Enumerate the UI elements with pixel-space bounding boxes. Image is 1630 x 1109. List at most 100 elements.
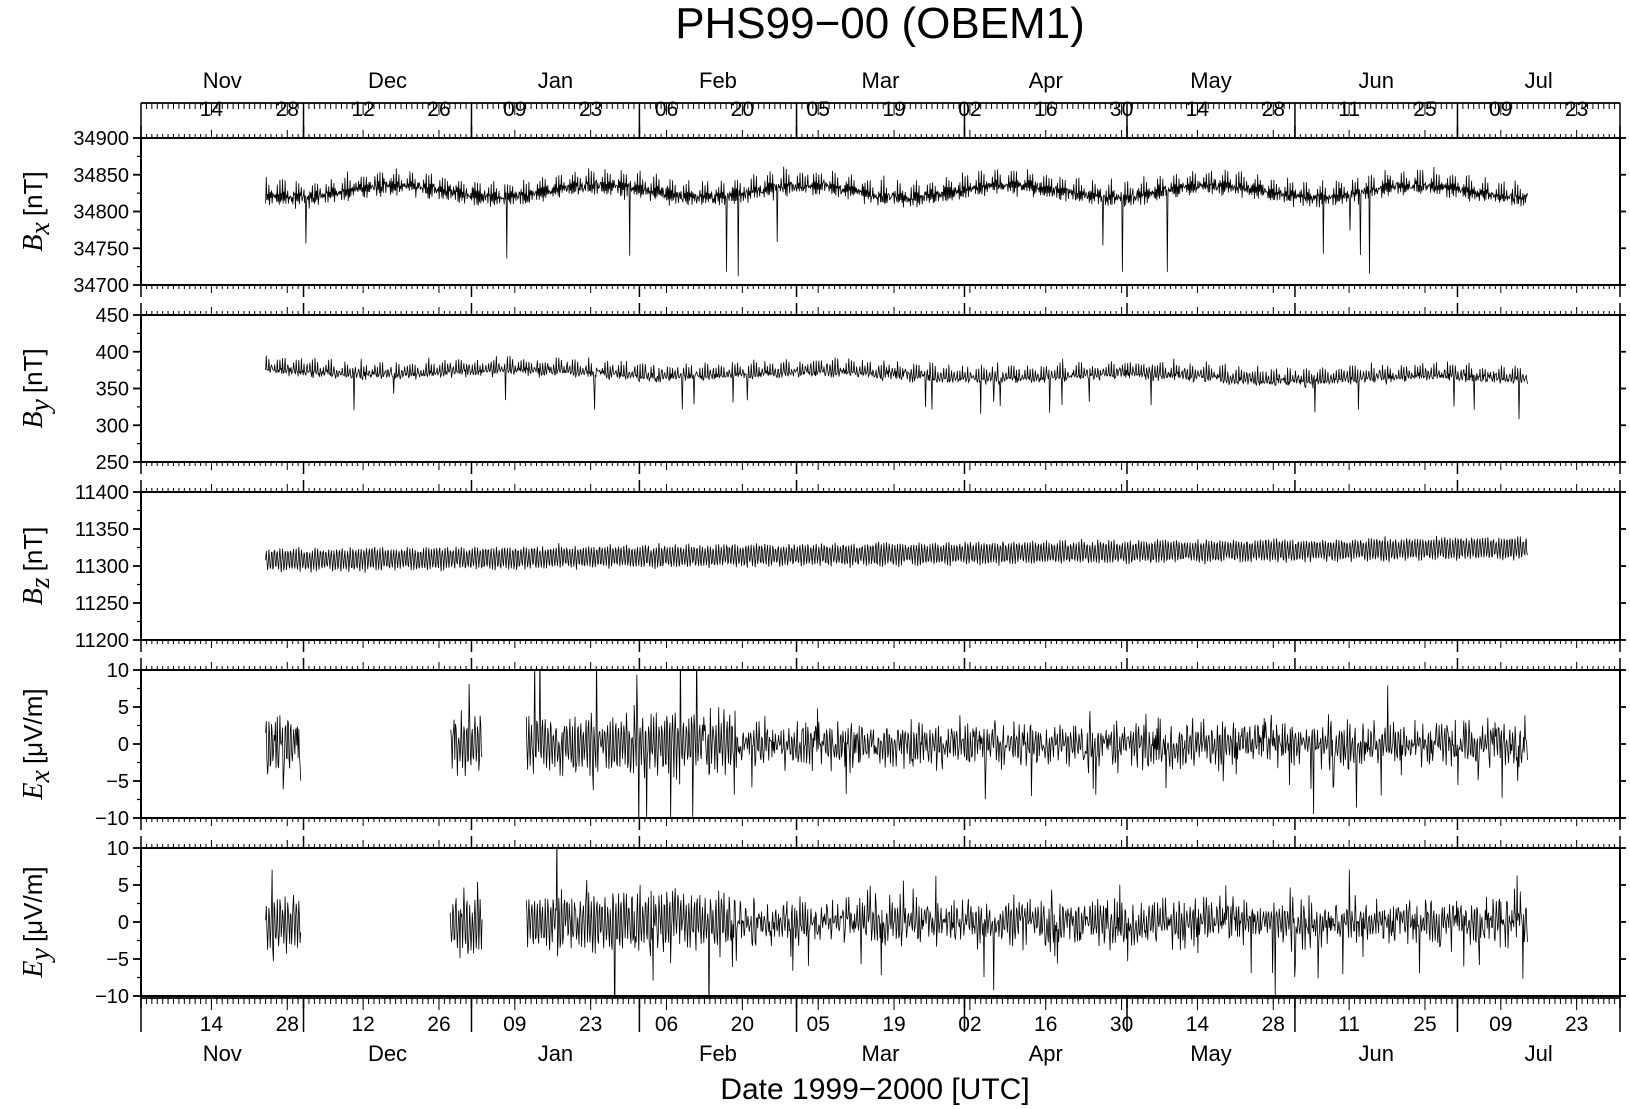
- y-axis-label: Bx [nT]: [18, 171, 56, 251]
- panel-frame: [140, 314, 1621, 463]
- panel-By: 250 300 350 400 450 By [nT]: [18, 303, 1626, 474]
- bottom-date-axis: 14 28 12 26 09 23 06 20 05 19 02 16 30 14 28 11 25 09 23 No…: [140, 997, 1621, 1066]
- panel-frame: [140, 137, 1621, 286]
- month-label: Feb: [699, 68, 737, 93]
- series-line-By: [265, 355, 1528, 420]
- y-tick-label: 34850: [73, 165, 129, 187]
- day-tick-label: 28: [276, 98, 299, 121]
- y-tick-label: 0: [118, 734, 129, 756]
- y-tick-label: 0: [118, 912, 129, 934]
- y-axis-label-unit: [nT]: [18, 348, 48, 393]
- day-tick-label: 25: [1413, 98, 1436, 121]
- day-tick-label: 30: [1110, 98, 1133, 121]
- y-axis-label-symbol: B: [18, 412, 49, 429]
- month-label: Apr: [1029, 68, 1063, 93]
- series-line-Ey: [265, 848, 1528, 996]
- y-axis-label-unit: [μV/m]: [18, 688, 48, 764]
- y-tick-label: 11200: [75, 630, 129, 652]
- y-axis-label: Ex [μV/m]: [18, 688, 56, 800]
- y-axis-label: Ey [μV/m]: [18, 866, 56, 978]
- month-label: Dec: [368, 1041, 407, 1066]
- day-tick-label: 11: [1338, 98, 1360, 121]
- day-tick-label: 14: [200, 1013, 224, 1036]
- day-tick-label: 16: [1034, 98, 1057, 121]
- y-axis-label-unit: [μV/m]: [18, 866, 48, 942]
- day-tick-label: 14: [1186, 1013, 1210, 1036]
- y-tick-label: 5: [118, 697, 129, 719]
- y-tick-label: 250: [96, 452, 129, 474]
- day-tick-label: 20: [731, 1013, 754, 1036]
- y-axis-label-subscript: z: [25, 577, 56, 589]
- y-axis-label-symbol: E: [18, 782, 49, 800]
- y-axis-label-unit: [nT]: [18, 171, 48, 216]
- month-label: Jun: [1358, 68, 1393, 93]
- y-tick-label: 5: [118, 875, 129, 897]
- day-tick-label: 12: [351, 1013, 374, 1036]
- day-tick-label: 09: [503, 1013, 526, 1036]
- day-tick-label: 28: [1262, 98, 1285, 121]
- y-tick-label: −10: [95, 986, 129, 1008]
- y-axis-label-symbol: B: [18, 235, 49, 252]
- day-tick-label: 28: [276, 1013, 299, 1036]
- y-axis-label-unit: [nT]: [18, 527, 48, 572]
- y-axis-label: Bz [nT]: [18, 527, 56, 606]
- y-tick-label: 300: [96, 415, 129, 437]
- day-tick-label: 09: [1489, 1013, 1512, 1036]
- day-tick-label: 02: [958, 1013, 981, 1036]
- y-tick-label: 11250: [75, 593, 129, 615]
- day-tick-label: 05: [807, 98, 830, 121]
- y-tick-label: 350: [96, 379, 129, 401]
- day-tick-label: 14: [200, 98, 224, 121]
- day-tick-label: 26: [427, 1013, 450, 1036]
- month-label: Dec: [368, 68, 407, 93]
- y-tick-label: 34900: [73, 128, 129, 150]
- month-label: Nov: [203, 68, 242, 93]
- series-line-Bx: [265, 166, 1528, 277]
- day-tick-label: 09: [503, 98, 526, 121]
- day-tick-label: 06: [655, 98, 678, 121]
- month-label: Mar: [862, 1041, 900, 1066]
- month-label: May: [1190, 68, 1232, 93]
- x-axis-label: Date 1999−2000 [UTC]: [720, 1073, 1029, 1106]
- chart-title: PHS99−00 (OBEM1): [675, 0, 1085, 48]
- y-axis-label-symbol: B: [18, 588, 49, 605]
- panel-Ey: −10 −5 0 5 10 Ey [μV/m]: [18, 836, 1626, 1008]
- month-label: Jan: [538, 68, 573, 93]
- day-tick-label: 19: [882, 98, 905, 121]
- top-date-axis: 14 28 12 26 09 23 06 20 05 19 02 16 30 14 28 11 25 09 23 No…: [140, 68, 1621, 137]
- month-label: Mar: [862, 68, 900, 93]
- day-tick-label: 16: [1034, 1013, 1057, 1036]
- y-axis-label-subscript: y: [25, 947, 56, 963]
- panel-frame: [140, 847, 1621, 997]
- y-tick-label: −10: [95, 808, 129, 830]
- day-tick-label: 09: [1489, 98, 1512, 121]
- month-label: Jan: [538, 1041, 573, 1066]
- month-label: Jul: [1525, 68, 1553, 93]
- day-tick-label: 23: [579, 1013, 602, 1036]
- y-tick-label: −5: [106, 949, 129, 971]
- y-tick-label: 11300: [75, 556, 129, 578]
- panel-Bx: 34700 34750 34800 34850 34900 Bx [nT]: [18, 126, 1626, 297]
- day-tick-label: 19: [882, 1013, 905, 1036]
- y-tick-label: 10: [107, 660, 129, 682]
- month-label: May: [1190, 1041, 1232, 1066]
- y-tick-label: 34700: [73, 275, 129, 297]
- y-axis-label-subscript: y: [25, 399, 56, 415]
- y-tick-label: 11350: [75, 519, 129, 541]
- panel-Bz: 11200 11250 11300 11350 11400 Bz [nT]: [18, 480, 1626, 652]
- y-axis-label: By [nT]: [18, 348, 56, 428]
- day-tick-label: 28: [1262, 1013, 1285, 1036]
- series-line-Bz: [265, 535, 1528, 573]
- day-tick-label: 06: [655, 1013, 678, 1036]
- day-tick-label: 11: [1338, 1013, 1360, 1036]
- month-label: Feb: [699, 1041, 737, 1066]
- panel-Ex: −10 −5 0 5 10 Ex [μV/m]: [18, 658, 1626, 830]
- day-tick-label: 23: [1565, 98, 1588, 121]
- day-tick-label: 12: [351, 98, 374, 121]
- y-tick-label: 11400: [75, 482, 129, 504]
- day-tick-label: 05: [807, 1013, 830, 1036]
- y-tick-label: 450: [96, 305, 129, 327]
- month-label: Jun: [1358, 1041, 1393, 1066]
- series-line-Ex: [265, 670, 1528, 818]
